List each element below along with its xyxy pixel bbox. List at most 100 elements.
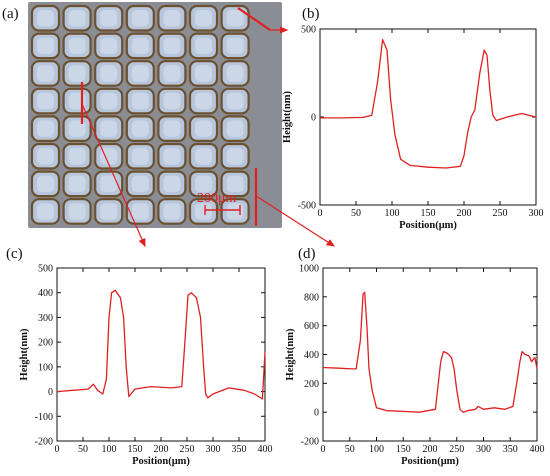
y-tick-label: 200 bbox=[38, 338, 53, 349]
microwell-center bbox=[163, 65, 181, 82]
microwell-center bbox=[131, 37, 149, 55]
microwell-center bbox=[131, 92, 149, 110]
microwell-center bbox=[195, 65, 212, 82]
microwell-center bbox=[195, 92, 212, 110]
panel-c-letter: (c) bbox=[6, 246, 23, 262]
microwell-center bbox=[68, 148, 86, 165]
microwell-center bbox=[226, 10, 244, 27]
microwell-center bbox=[68, 203, 86, 220]
x-tick-label: 0 bbox=[318, 208, 323, 219]
x-axis-label: Position(μm) bbox=[399, 220, 457, 231]
y-tick-label: 500 bbox=[38, 264, 53, 275]
microwell-center bbox=[131, 148, 149, 165]
y-tick-label: 800 bbox=[304, 292, 319, 303]
microwell-center bbox=[131, 10, 149, 27]
y-tick-label: 100 bbox=[38, 362, 53, 373]
y-axis-label: Height(nm) bbox=[285, 328, 296, 380]
microwell-center bbox=[37, 148, 54, 165]
microwell-center bbox=[37, 10, 54, 27]
y-tick-label: 600 bbox=[304, 321, 319, 332]
panel-b-letter: (b) bbox=[302, 6, 320, 22]
microwell-center bbox=[163, 203, 181, 220]
microwell-center bbox=[68, 120, 86, 137]
height-profile-line bbox=[322, 291, 538, 413]
y-tick-label: 0 bbox=[48, 387, 53, 398]
microwell-center bbox=[37, 37, 54, 55]
x-tick-label: 50 bbox=[78, 444, 88, 455]
arrow-to-c bbox=[81, 103, 146, 248]
plot-frame bbox=[322, 267, 538, 442]
microwell-center bbox=[226, 148, 244, 165]
x-tick-label: 350 bbox=[503, 444, 518, 455]
microwell-center bbox=[68, 65, 86, 82]
microwell-center bbox=[226, 92, 244, 110]
x-tick-label: 200 bbox=[154, 444, 169, 455]
microwell-center bbox=[163, 92, 181, 110]
x-tick-label: 200 bbox=[457, 208, 472, 219]
chart-d: 0 50 100 150 200 250 300 350 400-200020040060080… bbox=[285, 264, 545, 468]
profile-line-b bbox=[237, 7, 271, 31]
microwell-center bbox=[163, 10, 181, 27]
microwell-center bbox=[100, 10, 118, 27]
x-tick-label: 50 bbox=[351, 208, 361, 219]
microwell-center bbox=[226, 37, 244, 55]
microwell-center bbox=[100, 203, 118, 220]
x-tick-label: 250 bbox=[449, 444, 464, 455]
x-tick-label: 50 bbox=[345, 444, 355, 455]
x-tick-label: 200 bbox=[423, 444, 438, 455]
x-tick-label: 150 bbox=[128, 444, 143, 455]
x-axis-label: Position(μm) bbox=[401, 456, 459, 467]
microwell-center bbox=[100, 65, 118, 82]
x-tick-label: 400 bbox=[258, 444, 273, 455]
y-tick-label: -100 bbox=[35, 412, 53, 423]
microwell-center bbox=[131, 175, 149, 193]
x-tick-label: 350 bbox=[232, 444, 247, 455]
y-tick-label: -200 bbox=[301, 437, 319, 448]
microwell-center bbox=[100, 148, 118, 165]
microwell-center bbox=[100, 175, 118, 193]
y-tick-label: 400 bbox=[304, 350, 319, 361]
x-tick-label: 300 bbox=[529, 208, 544, 219]
microwell-center bbox=[195, 203, 212, 220]
x-tick-label: 150 bbox=[396, 444, 411, 455]
microwell-center bbox=[100, 37, 118, 55]
microwell-center bbox=[226, 120, 244, 137]
microwell-center bbox=[195, 120, 212, 137]
x-tick-label: 400 bbox=[530, 444, 545, 455]
y-axis-label: Height(nm) bbox=[19, 328, 30, 380]
y-tick-label: 300 bbox=[38, 313, 53, 324]
microwell-center bbox=[163, 120, 181, 137]
chart-b: 0 50 100 150 200 250 300-5000500Position(μm)He… bbox=[282, 25, 544, 232]
microwell-center bbox=[195, 175, 212, 193]
microwell-center bbox=[163, 37, 181, 55]
microwell-center bbox=[195, 37, 212, 55]
x-tick-label: 100 bbox=[369, 444, 384, 455]
microscope-image bbox=[28, 2, 282, 228]
x-tick-label: 0 bbox=[321, 444, 326, 455]
microwell-center bbox=[37, 120, 54, 137]
microwell-center bbox=[195, 10, 212, 27]
y-tick-label: -500 bbox=[298, 201, 316, 212]
panel-a-letter: (a) bbox=[2, 6, 19, 22]
microwell-center bbox=[131, 203, 149, 220]
y-tick-label: -200 bbox=[35, 437, 53, 448]
microwell-center bbox=[163, 175, 181, 193]
microwell-center bbox=[37, 175, 54, 193]
x-tick-label: 300 bbox=[206, 444, 221, 455]
y-tick-label: 500 bbox=[301, 25, 316, 36]
y-tick-label: 0 bbox=[314, 408, 319, 419]
microwell-center bbox=[226, 175, 244, 193]
x-tick-label: 100 bbox=[102, 444, 117, 455]
microwell-center bbox=[131, 120, 149, 137]
y-tick-label: 200 bbox=[304, 379, 319, 390]
microwell-center bbox=[37, 65, 54, 82]
scale-bar-label: 200μm bbox=[197, 191, 237, 206]
panel-d-letter: (d) bbox=[298, 246, 316, 262]
microwell-center bbox=[37, 203, 54, 220]
chart-c: 0 50 100 150 200 250 300 350 400 -200 -100 0 100 200 3… bbox=[19, 264, 273, 468]
height-profile-line bbox=[56, 289, 266, 400]
microwell-center bbox=[68, 37, 86, 55]
x-tick-label: 0 bbox=[55, 444, 60, 455]
microwell-center bbox=[195, 148, 212, 165]
